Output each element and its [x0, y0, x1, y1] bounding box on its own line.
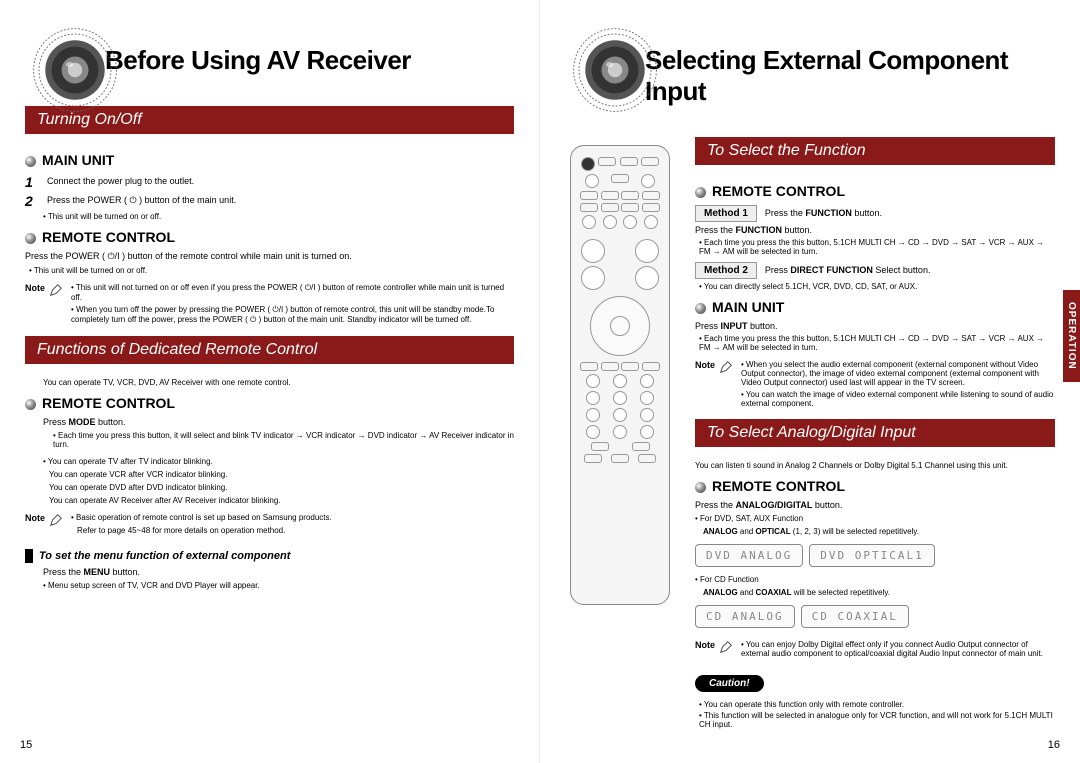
pencil-icon [49, 513, 63, 527]
instruction-text: Press MODE button. [43, 417, 514, 427]
speaker-decoration-icon [570, 25, 660, 115]
lcd-display: CD ANALOG [695, 605, 795, 628]
instruction-text: Press the POWER ( ⏻/I ) button of the re… [25, 251, 514, 262]
bullet-text: Each time you press the this button, 5.1… [699, 334, 1055, 352]
bullet-text: You can operate DVD after DVD indicator … [49, 483, 514, 492]
pencil-icon [49, 283, 63, 297]
intro-text: You can operate TV, VCR, DVD, AV Receive… [43, 378, 514, 387]
method-row: Method 2Press DIRECT FUNCTION Select but… [695, 262, 1055, 279]
remote-control-header: REMOTE CONTROL [25, 229, 514, 245]
bullet-text: This unit will be turned on or off. [43, 212, 514, 221]
caution-text: This function will be selected in analog… [699, 711, 1055, 729]
lcd-display: CD COAXIAL [801, 605, 909, 628]
instruction-text: Press the MENU button. [43, 567, 514, 577]
note-text: You can watch the image of video externa… [741, 390, 1055, 408]
note-text: When you select the audio external compo… [741, 360, 1055, 387]
bullet-text: ANALOG and OPTICAL (1, 2, 3) will be sel… [703, 527, 1055, 536]
page-number: 15 [20, 739, 32, 751]
caution-text: You can operate this function only with … [699, 700, 1055, 709]
bar-icon [25, 549, 33, 563]
note-text: This unit will not turned on or off even… [71, 283, 514, 302]
bullet-icon [695, 303, 706, 314]
bullet-icon [25, 156, 36, 167]
method-badge: Method 1 [695, 205, 757, 222]
remote-control-header: REMOTE CONTROL [25, 395, 514, 411]
remote-control-diagram [560, 135, 680, 615]
note-text: Refer to page 45~48 for more details on … [77, 526, 514, 535]
note-text: You can enjoy Dolby Digital effect only … [741, 640, 1055, 658]
left-page: Before Using AV Receiver Turning On/Off … [0, 0, 540, 763]
bullet-text: Menu setup screen of TV, VCR and DVD Pla… [43, 581, 514, 590]
section-bar-select-function: To Select the Function [695, 137, 1055, 165]
pencil-icon [719, 640, 733, 654]
bullet-icon [695, 482, 706, 493]
bullet-text: You can operate TV after TV indicator bl… [43, 457, 514, 466]
instruction-text: Press the FUNCTION button. [695, 225, 1055, 235]
caution-badge: Caution! [695, 675, 764, 692]
page-title-left: Before Using AV Receiver [105, 45, 514, 76]
remote-control-header: REMOTE CONTROL [695, 183, 1055, 199]
intro-text: You can listen ti sound in Analog 2 Chan… [695, 461, 1055, 470]
step-text: Connect the power plug to the outlet. [47, 174, 514, 190]
section-bar-functions: Functions of Dedicated Remote Control [25, 336, 514, 364]
step-number: 2 [25, 193, 39, 209]
lcd-display: DVD ANALOG [695, 544, 803, 567]
lcd-display: DVD OPTICAL1 [809, 544, 934, 567]
right-page: Selecting External Component Input To Se… [540, 0, 1080, 763]
bullet-icon [695, 187, 706, 198]
method-badge: Method 2 [695, 262, 757, 279]
instruction-text: Press the ANALOG/DIGITAL button. [695, 500, 1055, 510]
side-tab: OPERATION [1063, 290, 1080, 382]
section-bar-analog-digital: To Select Analog/Digital Input [695, 419, 1055, 447]
bullet-text: Each time you press this button, it will… [53, 431, 514, 449]
note-block: Note When you select the audio external … [695, 360, 1055, 411]
page-number: 16 [1048, 739, 1060, 751]
bullet-text: ANALOG and COAXIAL will be selected repe… [703, 588, 1055, 597]
pencil-icon [719, 360, 733, 374]
main-unit-header: MAIN UNIT [25, 152, 514, 168]
note-text: When you turn off the power by pressing … [71, 305, 514, 325]
bullet-text: • For DVD, SAT, AUX Function [695, 514, 1055, 523]
subsection-header: To set the menu function of external com… [25, 549, 514, 563]
instruction-text: Press INPUT button. [695, 321, 1055, 331]
bullet-icon [25, 399, 36, 410]
bullet-icon [25, 233, 36, 244]
remote-control-header: REMOTE CONTROL [695, 478, 1055, 494]
bullet-text: You can operate AV Receiver after AV Rec… [49, 496, 514, 505]
note-block: Note Basic operation of remote control i… [25, 513, 514, 539]
page-title-right: Selecting External Component Input [645, 45, 1055, 107]
main-unit-header: MAIN UNIT [695, 299, 1055, 315]
bullet-text: You can operate VCR after VCR indicator … [49, 470, 514, 479]
bullet-text: Each time you press the this button, 5.1… [699, 238, 1055, 256]
bullet-text: This unit will be turned on or off. [29, 266, 514, 275]
note-block: Note This unit will not turned on or off… [25, 283, 514, 328]
bullet-text: You can directly select 5.1CH, VCR, DVD,… [699, 282, 1055, 291]
note-block: Note You can enjoy Dolby Digital effect … [695, 640, 1055, 661]
method-row: Method 1Press the FUNCTION button. [695, 205, 1055, 222]
step-text: Press the POWER ( ⏻ ) button of the main… [47, 193, 514, 209]
step-number: 1 [25, 174, 39, 190]
speaker-decoration-icon [30, 25, 120, 115]
bullet-text: • For CD Function [695, 575, 1055, 584]
note-text: Basic operation of remote control is set… [71, 513, 514, 522]
